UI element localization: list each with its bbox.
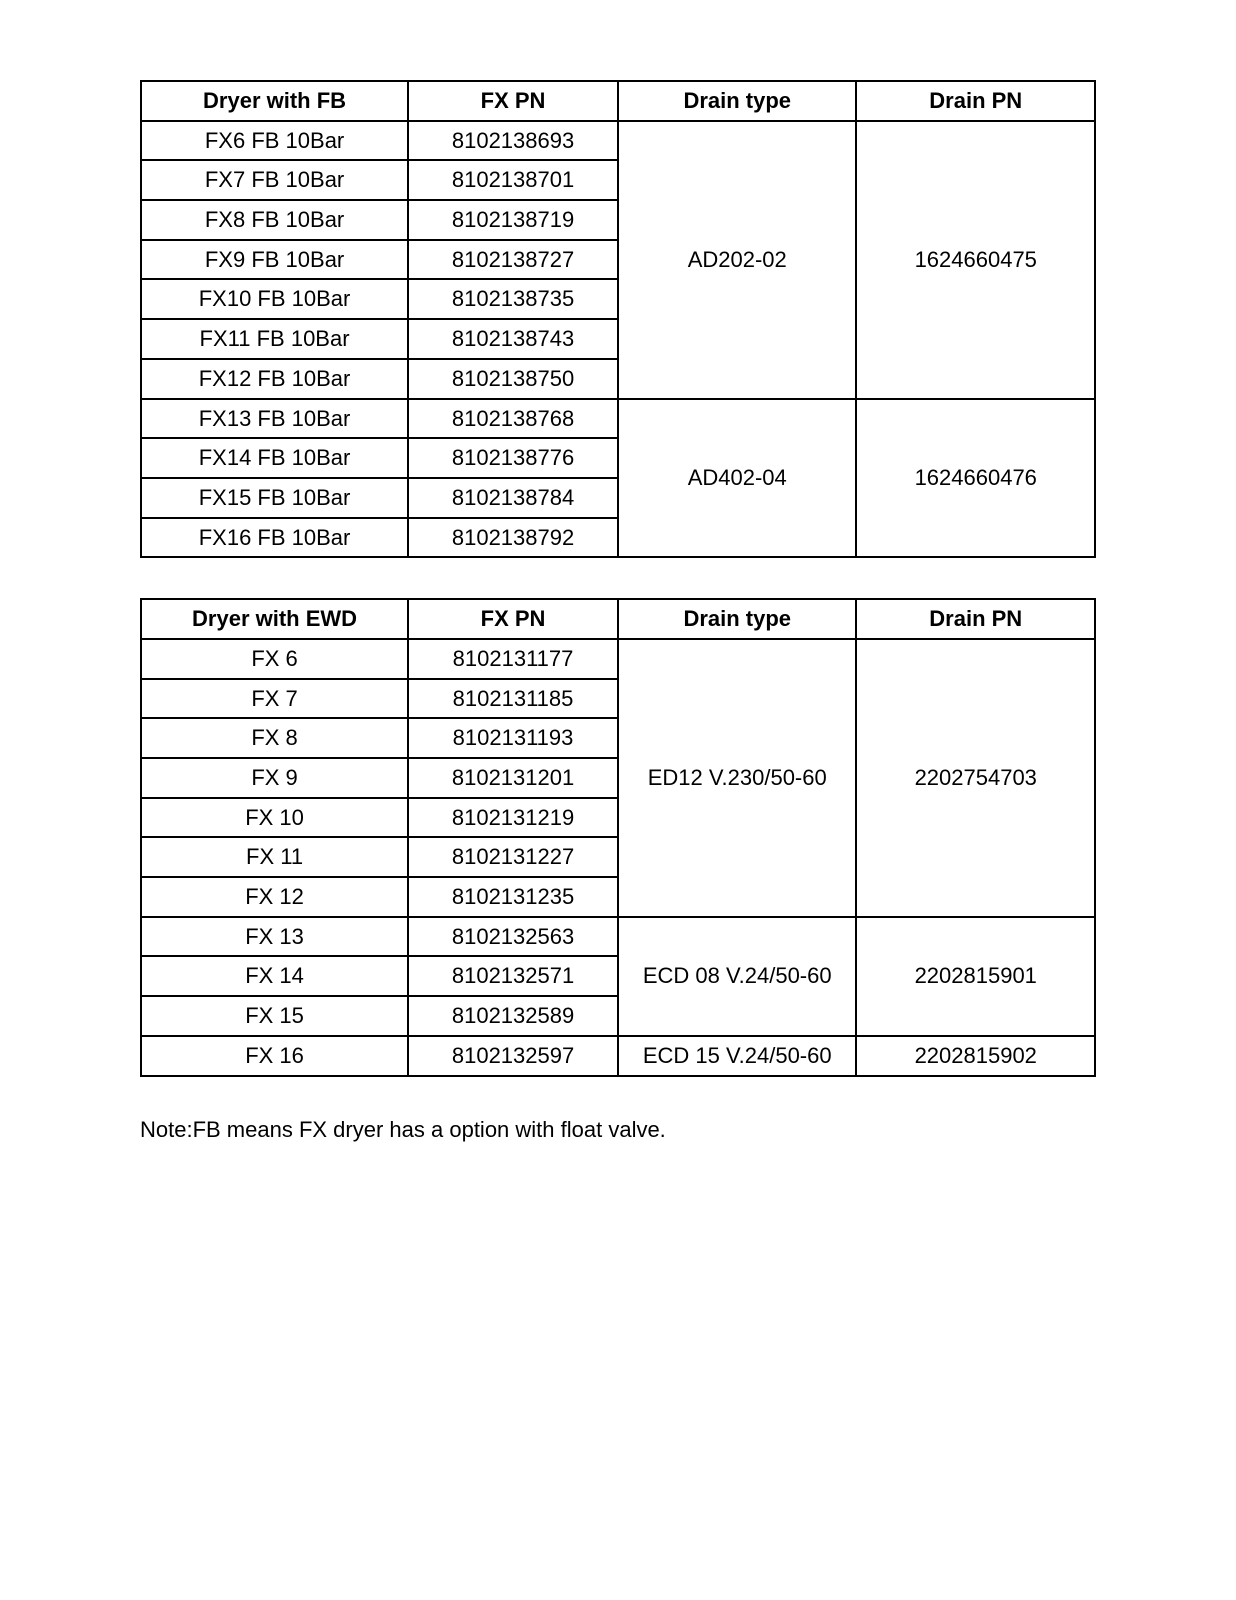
cell: FX 11 <box>141 837 408 877</box>
cell: FX 8 <box>141 718 408 758</box>
cell-drain-type: AD402-04 <box>618 399 857 558</box>
cell: FX 9 <box>141 758 408 798</box>
col-header: Drain PN <box>856 81 1095 121</box>
cell: 8102138727 <box>408 240 618 280</box>
cell-drain-type: ECD 08 V.24/50-60 <box>618 917 857 1036</box>
cell: FX8 FB 10Bar <box>141 200 408 240</box>
col-header: Drain type <box>618 81 857 121</box>
cell: FX 15 <box>141 996 408 1036</box>
cell-drain-pn: 2202815901 <box>856 917 1095 1036</box>
cell: FX 16 <box>141 1036 408 1076</box>
cell: 8102131235 <box>408 877 618 917</box>
cell-drain-pn: 1624660475 <box>856 121 1095 399</box>
cell: FX15 FB 10Bar <box>141 478 408 518</box>
cell: 8102132597 <box>408 1036 618 1076</box>
table-header-row: Dryer with FB FX PN Drain type Drain PN <box>141 81 1095 121</box>
cell: 8102138776 <box>408 438 618 478</box>
cell: 8102138693 <box>408 121 618 161</box>
cell: 8102132563 <box>408 917 618 957</box>
cell: FX6 FB 10Bar <box>141 121 408 161</box>
cell: FX14 FB 10Bar <box>141 438 408 478</box>
cell: 8102131185 <box>408 679 618 719</box>
col-header: Drain type <box>618 599 857 639</box>
col-header: Dryer with EWD <box>141 599 408 639</box>
cell: FX7 FB 10Bar <box>141 160 408 200</box>
cell: 8102138768 <box>408 399 618 439</box>
cell: FX12 FB 10Bar <box>141 359 408 399</box>
cell: 8102131227 <box>408 837 618 877</box>
cell: 8102138719 <box>408 200 618 240</box>
cell-drain-pn: 1624660476 <box>856 399 1095 558</box>
table-dryer-fb: Dryer with FB FX PN Drain type Drain PN … <box>140 80 1096 558</box>
cell: FX13 FB 10Bar <box>141 399 408 439</box>
cell: FX 10 <box>141 798 408 838</box>
cell-drain-type: ECD 15 V.24/50-60 <box>618 1036 857 1076</box>
cell-drain-type: ED12 V.230/50-60 <box>618 639 857 917</box>
cell: FX 6 <box>141 639 408 679</box>
cell: FX16 FB 10Bar <box>141 518 408 558</box>
cell: FX 7 <box>141 679 408 719</box>
cell: 8102131219 <box>408 798 618 838</box>
table-row: FX 13 8102132563 ECD 08 V.24/50-60 22028… <box>141 917 1095 957</box>
cell: 8102132571 <box>408 956 618 996</box>
table-row: FX13 FB 10Bar 8102138768 AD402-04 162466… <box>141 399 1095 439</box>
cell: 8102138743 <box>408 319 618 359</box>
note-text: Note:FB means FX dryer has a option with… <box>140 1117 1096 1143</box>
cell: FX 12 <box>141 877 408 917</box>
cell: 8102138701 <box>408 160 618 200</box>
table-row: FX 6 8102131177 ED12 V.230/50-60 2202754… <box>141 639 1095 679</box>
col-header: Drain PN <box>856 599 1095 639</box>
cell: 8102131201 <box>408 758 618 798</box>
cell: FX10 FB 10Bar <box>141 279 408 319</box>
col-header: FX PN <box>408 81 618 121</box>
cell: 8102131193 <box>408 718 618 758</box>
table-row: FX 16 8102132597 ECD 15 V.24/50-60 22028… <box>141 1036 1095 1076</box>
cell-drain-pn: 2202754703 <box>856 639 1095 917</box>
cell: 8102138792 <box>408 518 618 558</box>
cell-drain-type: AD202-02 <box>618 121 857 399</box>
cell: FX11 FB 10Bar <box>141 319 408 359</box>
cell: FX9 FB 10Bar <box>141 240 408 280</box>
cell-drain-pn: 2202815902 <box>856 1036 1095 1076</box>
cell: FX 13 <box>141 917 408 957</box>
col-header: Dryer with FB <box>141 81 408 121</box>
col-header: FX PN <box>408 599 618 639</box>
table-dryer-ewd: Dryer with EWD FX PN Drain type Drain PN… <box>140 598 1096 1076</box>
table-header-row: Dryer with EWD FX PN Drain type Drain PN <box>141 599 1095 639</box>
cell: 8102138750 <box>408 359 618 399</box>
cell: 8102138735 <box>408 279 618 319</box>
cell: 8102132589 <box>408 996 618 1036</box>
cell: 8102138784 <box>408 478 618 518</box>
cell: FX 14 <box>141 956 408 996</box>
table-row: FX6 FB 10Bar 8102138693 AD202-02 1624660… <box>141 121 1095 161</box>
cell: 8102131177 <box>408 639 618 679</box>
